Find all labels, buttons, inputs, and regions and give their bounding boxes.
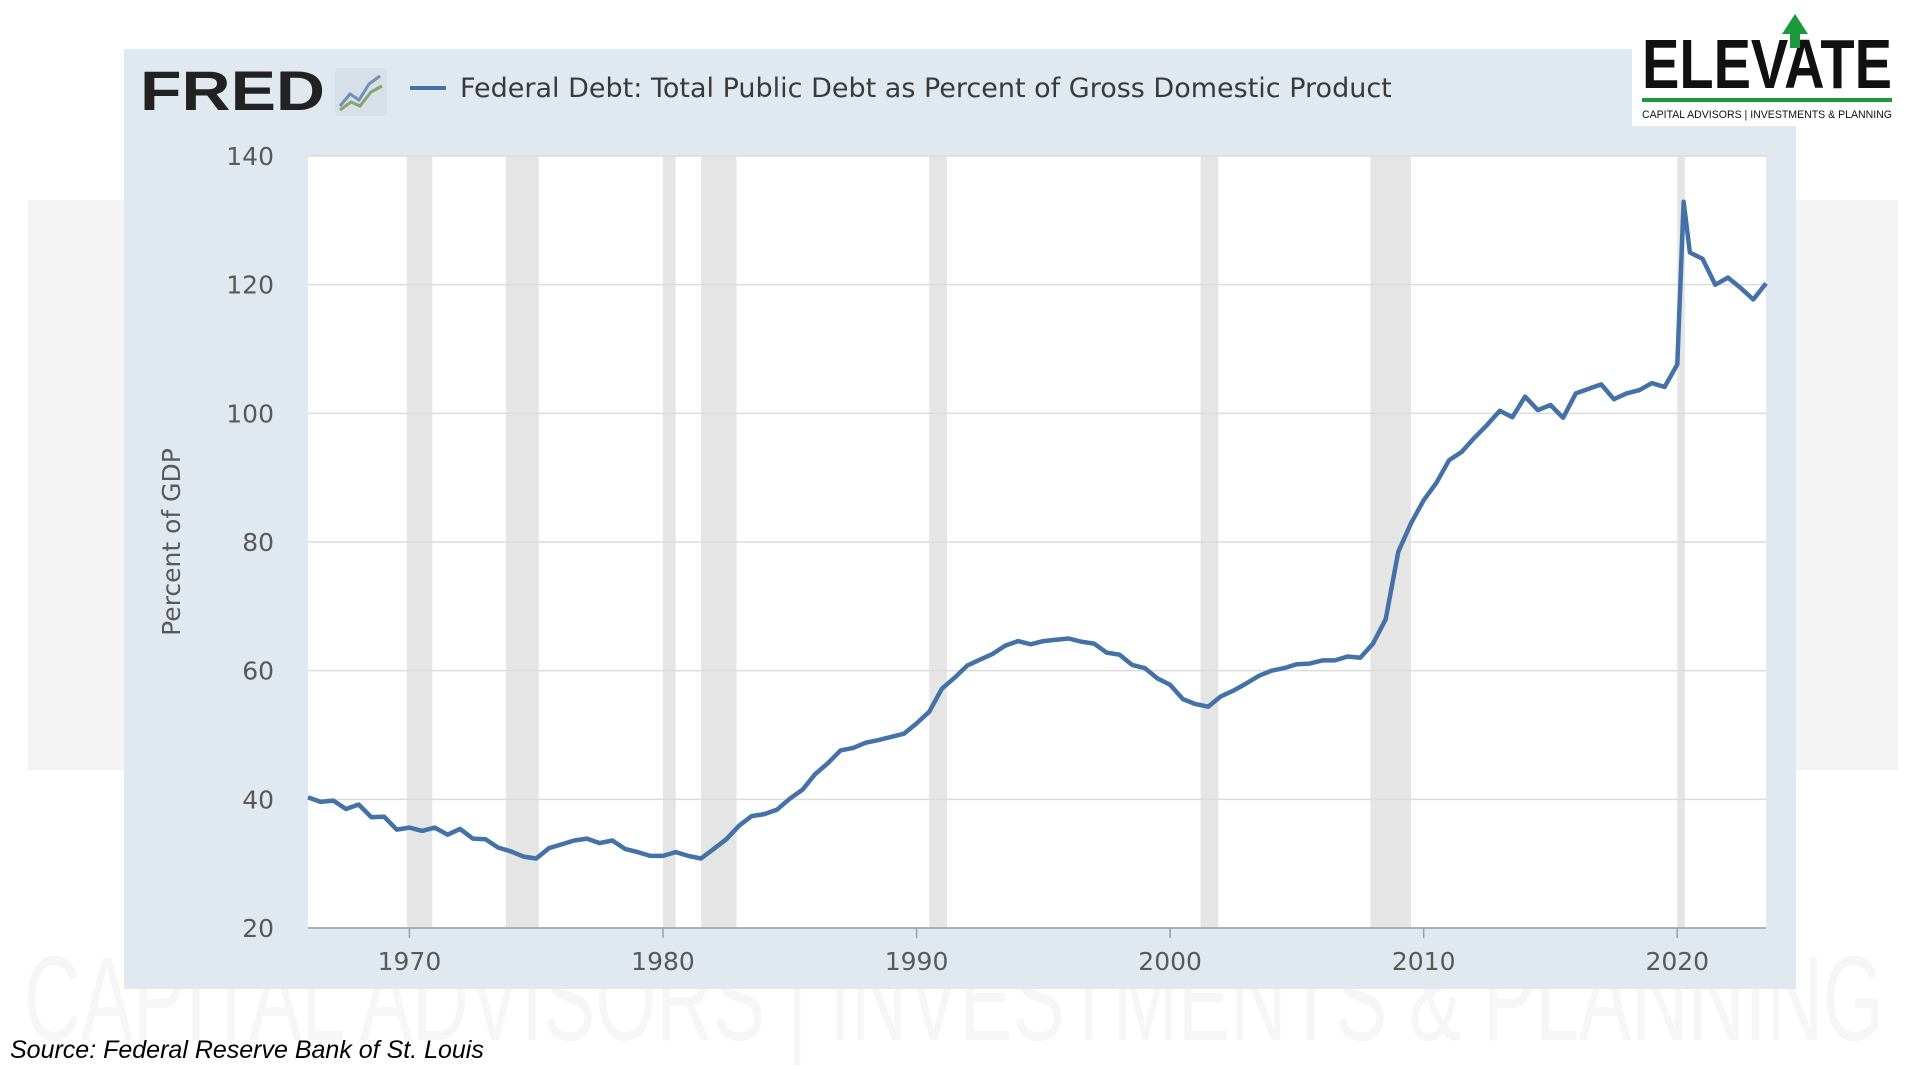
fred-chart-icon	[335, 68, 387, 116]
x-tick-label: 2010	[1392, 947, 1456, 976]
y-tick-label: 20	[242, 914, 274, 943]
y-axis-label: Percent of GDP	[157, 448, 186, 636]
y-tick-label: 120	[226, 271, 274, 300]
source-note: Source: Federal Reserve Bank of St. Loui…	[10, 1036, 484, 1064]
y-axis-ticks: 20 40 60 80 100 120 140	[226, 142, 274, 943]
x-tick-label: 1990	[885, 947, 949, 976]
x-tick-label: 2020	[1645, 947, 1709, 976]
chart: 20 40 60 80 100 120 140 1970 1980 1990 2000 2010 20…	[157, 142, 1768, 976]
x-axis-ticks: 1970 1980 1990 2000 2010 2020	[308, 927, 1766, 976]
legend-swatch	[410, 86, 446, 90]
x-tick-label: 1970	[378, 947, 442, 976]
elevate-logo: ELEVATE CAPITAL ADVISORS | INVESTMENTS &…	[1632, 8, 1900, 126]
fred-wordmark: FRED	[140, 62, 325, 122]
logo-name: ELEVATE	[1642, 25, 1892, 103]
series-line	[307, 199, 1768, 861]
logo-tagline: CAPITAL ADVISORS | INVESTMENTS & PLANNIN…	[1642, 109, 1892, 121]
y-tick-label: 60	[242, 657, 274, 686]
x-tick-label: 1980	[631, 947, 695, 976]
arrow-up-icon	[1782, 14, 1808, 48]
legend-title: Federal Debt: Total Public Debt as Perce…	[460, 72, 1392, 104]
y-tick-label: 100	[226, 399, 274, 428]
y-tick-label: 140	[226, 142, 274, 171]
x-tick-label: 2000	[1138, 947, 1202, 976]
y-tick-label: 80	[242, 528, 274, 557]
chart-legend: Federal Debt: Total Public Debt as Perce…	[410, 70, 1392, 106]
fred-logo: FRED	[140, 62, 387, 122]
y-tick-label: 40	[242, 785, 274, 814]
